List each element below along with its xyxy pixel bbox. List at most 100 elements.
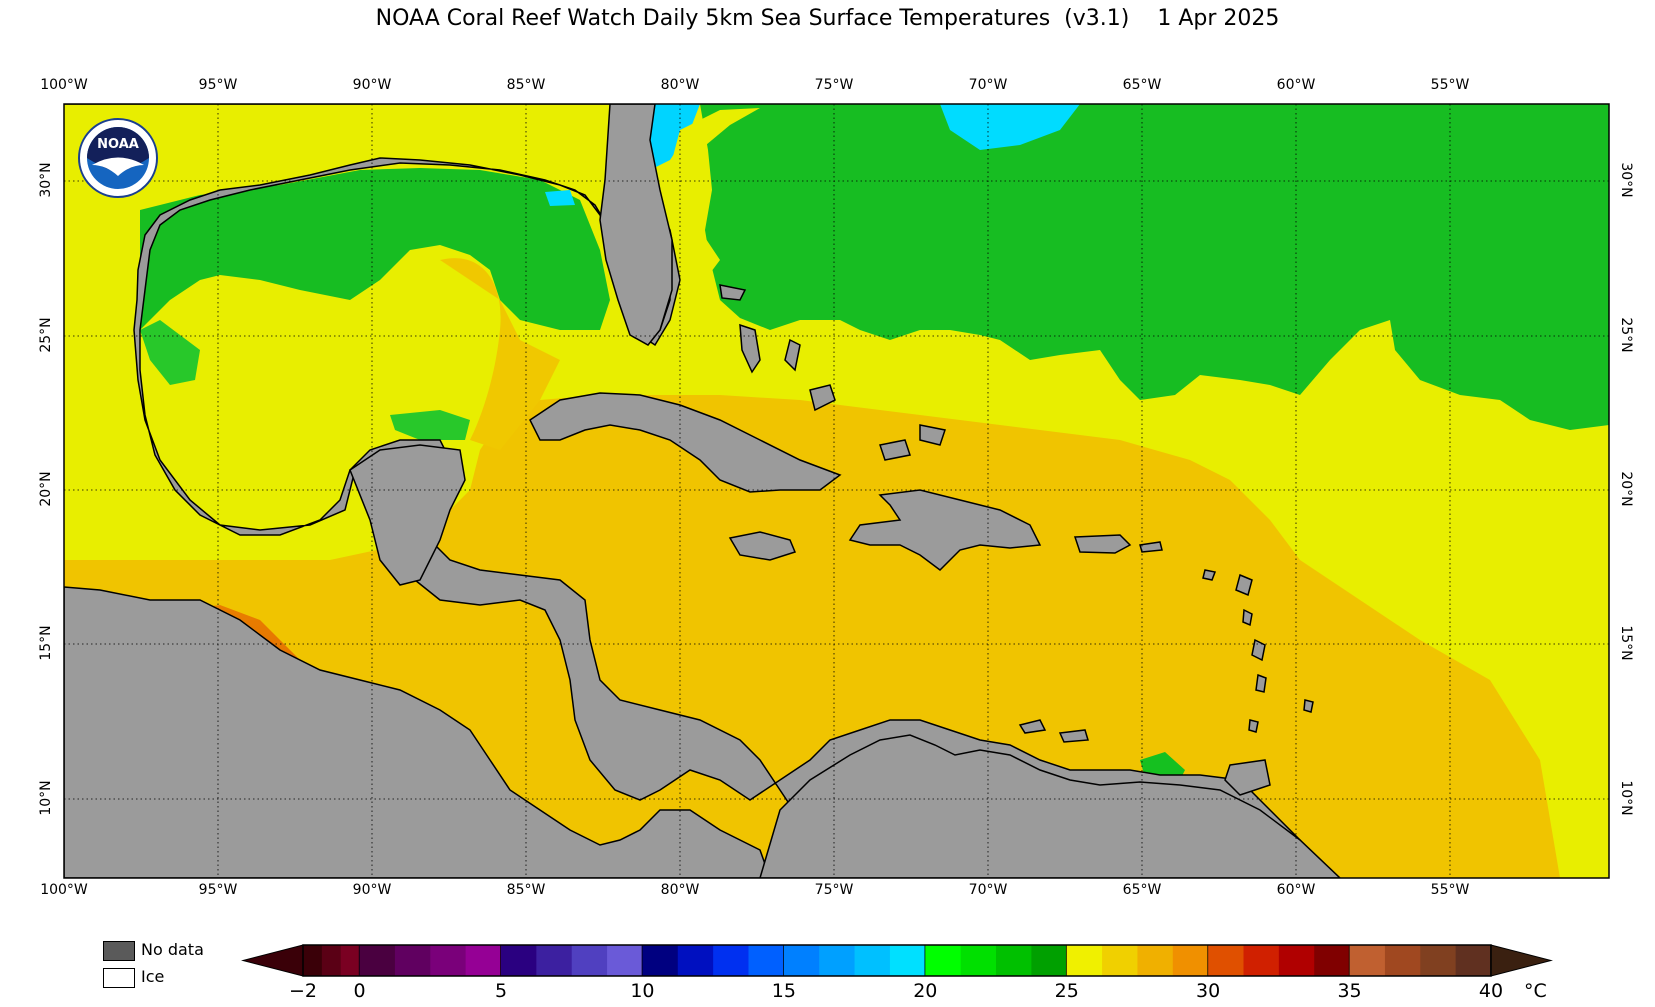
colorbar-tick-label: 40 xyxy=(1478,980,1504,1002)
land-st-lucia xyxy=(1255,673,1267,693)
ice-label: Ice xyxy=(141,967,165,986)
graticule xyxy=(64,104,1609,878)
longitude-label: 95°W xyxy=(198,77,238,93)
colorbar-swatch xyxy=(642,945,679,976)
map-title: NOAA Coral Reef Watch Daily 5km Sea Surf… xyxy=(375,6,1280,31)
latitude-label: 20°N xyxy=(38,471,54,507)
colorbar-swatch xyxy=(677,945,714,976)
latitude-label: 30°N xyxy=(1618,162,1634,198)
colorbar-tick-label: 20 xyxy=(913,980,938,1002)
colorbar-swatch xyxy=(501,945,537,976)
colorbar-tick-label: 25 xyxy=(1054,980,1079,1002)
land-bahamas-2 xyxy=(719,284,747,301)
longitude-label: 80°W xyxy=(660,77,700,93)
cyan-patch-nw xyxy=(640,104,700,170)
colorbar-swatch xyxy=(303,945,323,976)
colorbar-swatch xyxy=(607,945,643,976)
land-hispaniola xyxy=(848,489,1042,571)
colorbar-swatch xyxy=(996,945,1032,976)
land-masses xyxy=(64,104,1342,878)
colorbar-swatch xyxy=(783,945,820,976)
colorbar-tick-label: −2 xyxy=(288,980,318,1002)
land-dominica xyxy=(1242,608,1253,627)
latitude-label: 25°N xyxy=(38,317,54,353)
colorbar-swatch xyxy=(1420,945,1457,976)
land-virgin-islands xyxy=(1139,541,1163,553)
noaa-logo-bird xyxy=(92,157,144,176)
colorbar-swatch xyxy=(748,945,785,976)
colorbar-swatch xyxy=(1172,945,1209,976)
gulf-stream xyxy=(672,108,760,280)
colorbar-swatch xyxy=(321,945,342,976)
latitude-label: 30°N xyxy=(38,162,54,198)
latitude-label: 25°N xyxy=(1618,317,1634,353)
colorbar-swatch xyxy=(1137,945,1174,976)
latitude-label: 10°N xyxy=(38,780,54,816)
colorbar-swatch xyxy=(1102,945,1138,976)
longitude-label: 85°W xyxy=(506,77,546,93)
land-curacao xyxy=(1058,729,1089,743)
colorbar-swatch xyxy=(430,945,467,976)
colorbar-swatch xyxy=(536,945,573,976)
colorbar-swatch xyxy=(340,945,361,976)
latitude-label: 10°N xyxy=(1618,780,1634,816)
land-grenada xyxy=(1248,719,1259,733)
colorbar-low-arrow xyxy=(241,944,304,977)
colorbar-high-arrow xyxy=(1490,944,1553,977)
colorbar-frame xyxy=(302,944,1492,977)
north-atlantic-green xyxy=(700,104,1609,430)
land-bahamas-3 xyxy=(784,338,801,372)
north-gulf-green xyxy=(140,168,610,330)
colorbar-swatch xyxy=(1455,945,1492,976)
land-aruba xyxy=(1018,719,1047,734)
land-jamaica xyxy=(728,531,797,561)
colorbar-swatch xyxy=(925,945,962,976)
longitude-label: 60°W xyxy=(1276,77,1316,93)
colorbar-unit: °C xyxy=(1524,980,1547,1002)
colorbar-swatch xyxy=(394,945,431,976)
longitude-label: 70°W xyxy=(968,77,1008,93)
yucatan-green xyxy=(390,410,470,440)
colorbar-tick-label: 30 xyxy=(1196,980,1221,1002)
land-florida xyxy=(599,104,673,346)
longitude-label: 85°W xyxy=(506,882,546,898)
longitude-label: 100°W xyxy=(40,77,88,93)
longitude-label: 55°W xyxy=(1430,77,1470,93)
colorbar-swatch xyxy=(465,945,502,976)
colorbar-swatch xyxy=(1066,945,1103,976)
land-yucatan xyxy=(349,444,466,586)
colorbar-swatch xyxy=(713,945,749,976)
land-barbados xyxy=(1303,699,1314,713)
colorbar-swatch xyxy=(571,945,608,976)
ice-swatch xyxy=(103,968,135,988)
longitude-label: 100°W xyxy=(40,882,88,898)
colorbar-swatch xyxy=(1349,945,1386,976)
no-data-swatch xyxy=(103,941,135,961)
colorbar-swatch xyxy=(1314,945,1351,976)
land-bahamas-6 xyxy=(919,424,946,446)
latitude-label: 15°N xyxy=(1618,625,1634,661)
land-puerto-rico xyxy=(1073,534,1132,554)
map-frame xyxy=(63,103,1610,879)
colorbar-tick-label: 35 xyxy=(1337,980,1362,1002)
longitude-label: 75°W xyxy=(814,882,854,898)
colorbar-swatch xyxy=(359,945,396,976)
longitude-label: 60°W xyxy=(1276,882,1316,898)
latitude-label: 20°N xyxy=(1618,471,1634,507)
colorbar-swatch xyxy=(889,945,926,976)
colorbar-swatch xyxy=(1243,945,1280,976)
land-bahamas-5 xyxy=(879,439,911,461)
longitude-label: 65°W xyxy=(1122,882,1162,898)
colorbar-tick-label: 5 xyxy=(494,980,508,1002)
land-bahamas-1 xyxy=(739,323,761,374)
colorbar-tick-label: 15 xyxy=(771,980,796,1002)
colorbar-swatch xyxy=(1278,945,1315,976)
land-guadeloupe xyxy=(1235,573,1253,597)
longitude-label: 75°W xyxy=(814,77,854,93)
colorbar-swatch xyxy=(1208,945,1244,976)
colorbar-tick-label: 10 xyxy=(630,980,655,1002)
longitude-label: 90°W xyxy=(352,77,392,93)
cyan-patch-gulf xyxy=(545,190,575,206)
colorbar-swatch xyxy=(1031,945,1068,976)
